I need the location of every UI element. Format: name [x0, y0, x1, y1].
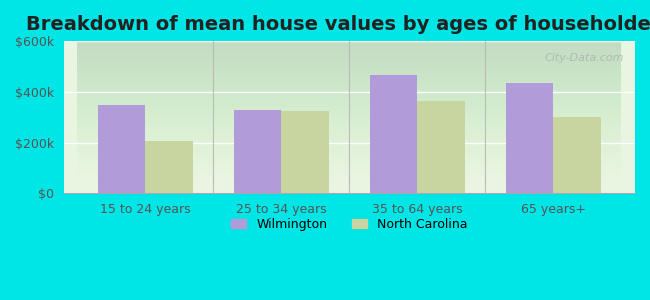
Legend: Wilmington, North Carolina: Wilmington, North Carolina: [226, 213, 473, 236]
Bar: [281, 111, 329, 193]
Bar: [146, 141, 193, 193]
Bar: [506, 83, 553, 193]
Bar: [234, 110, 281, 193]
Bar: [98, 104, 146, 193]
Title: Breakdown of mean house values by ages of householders: Breakdown of mean house values by ages o…: [27, 15, 650, 34]
Bar: [370, 75, 417, 193]
Bar: [553, 117, 601, 193]
Bar: [417, 101, 465, 193]
Text: City-Data.com: City-Data.com: [544, 53, 623, 63]
